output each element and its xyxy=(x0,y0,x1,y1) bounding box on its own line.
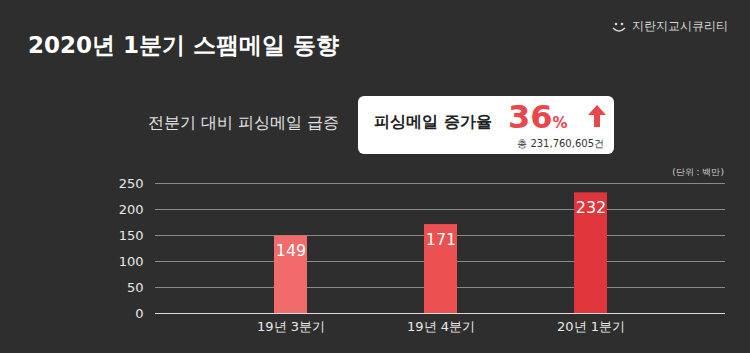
svg-text:50: 50 xyxy=(127,280,144,295)
svg-text:200: 200 xyxy=(119,202,144,217)
html-text:(단위 : 백만): (단위 : 백만) xyxy=(672,167,724,177)
svg-text:171: 171 xyxy=(426,230,457,249)
svg-text:250: 250 xyxy=(119,176,144,191)
svg-text:0: 0 xyxy=(135,306,143,321)
svg-text:20년 1분기: 20년 1분기 xyxy=(557,319,625,334)
html-text:전분기 대비 피싱메일 급증: 전분기 대비 피싱메일 급증 xyxy=(148,113,340,132)
svg-text:150: 150 xyxy=(119,228,144,243)
svg-text:19년 3분기: 19년 3분기 xyxy=(257,319,325,334)
html-text:피싱메일 증가율: 피싱메일 증가율 xyxy=(374,112,492,131)
svg-text:100: 100 xyxy=(119,254,144,269)
html-text:총 231,760,605건: 총 231,760,605건 xyxy=(517,138,604,149)
svg-text:232: 232 xyxy=(576,198,607,217)
html-text:2020년 1분기 스팸메일 동향: 2020년 1분기 스팸메일 동향 xyxy=(28,32,339,58)
svg-text:19년 4분기: 19년 4분기 xyxy=(407,319,475,334)
svg-text:149: 149 xyxy=(276,241,307,260)
html-text:36: 36 xyxy=(508,98,553,136)
html-text:지란지교시큐리티: 지란지교시큐리티 xyxy=(632,19,728,33)
